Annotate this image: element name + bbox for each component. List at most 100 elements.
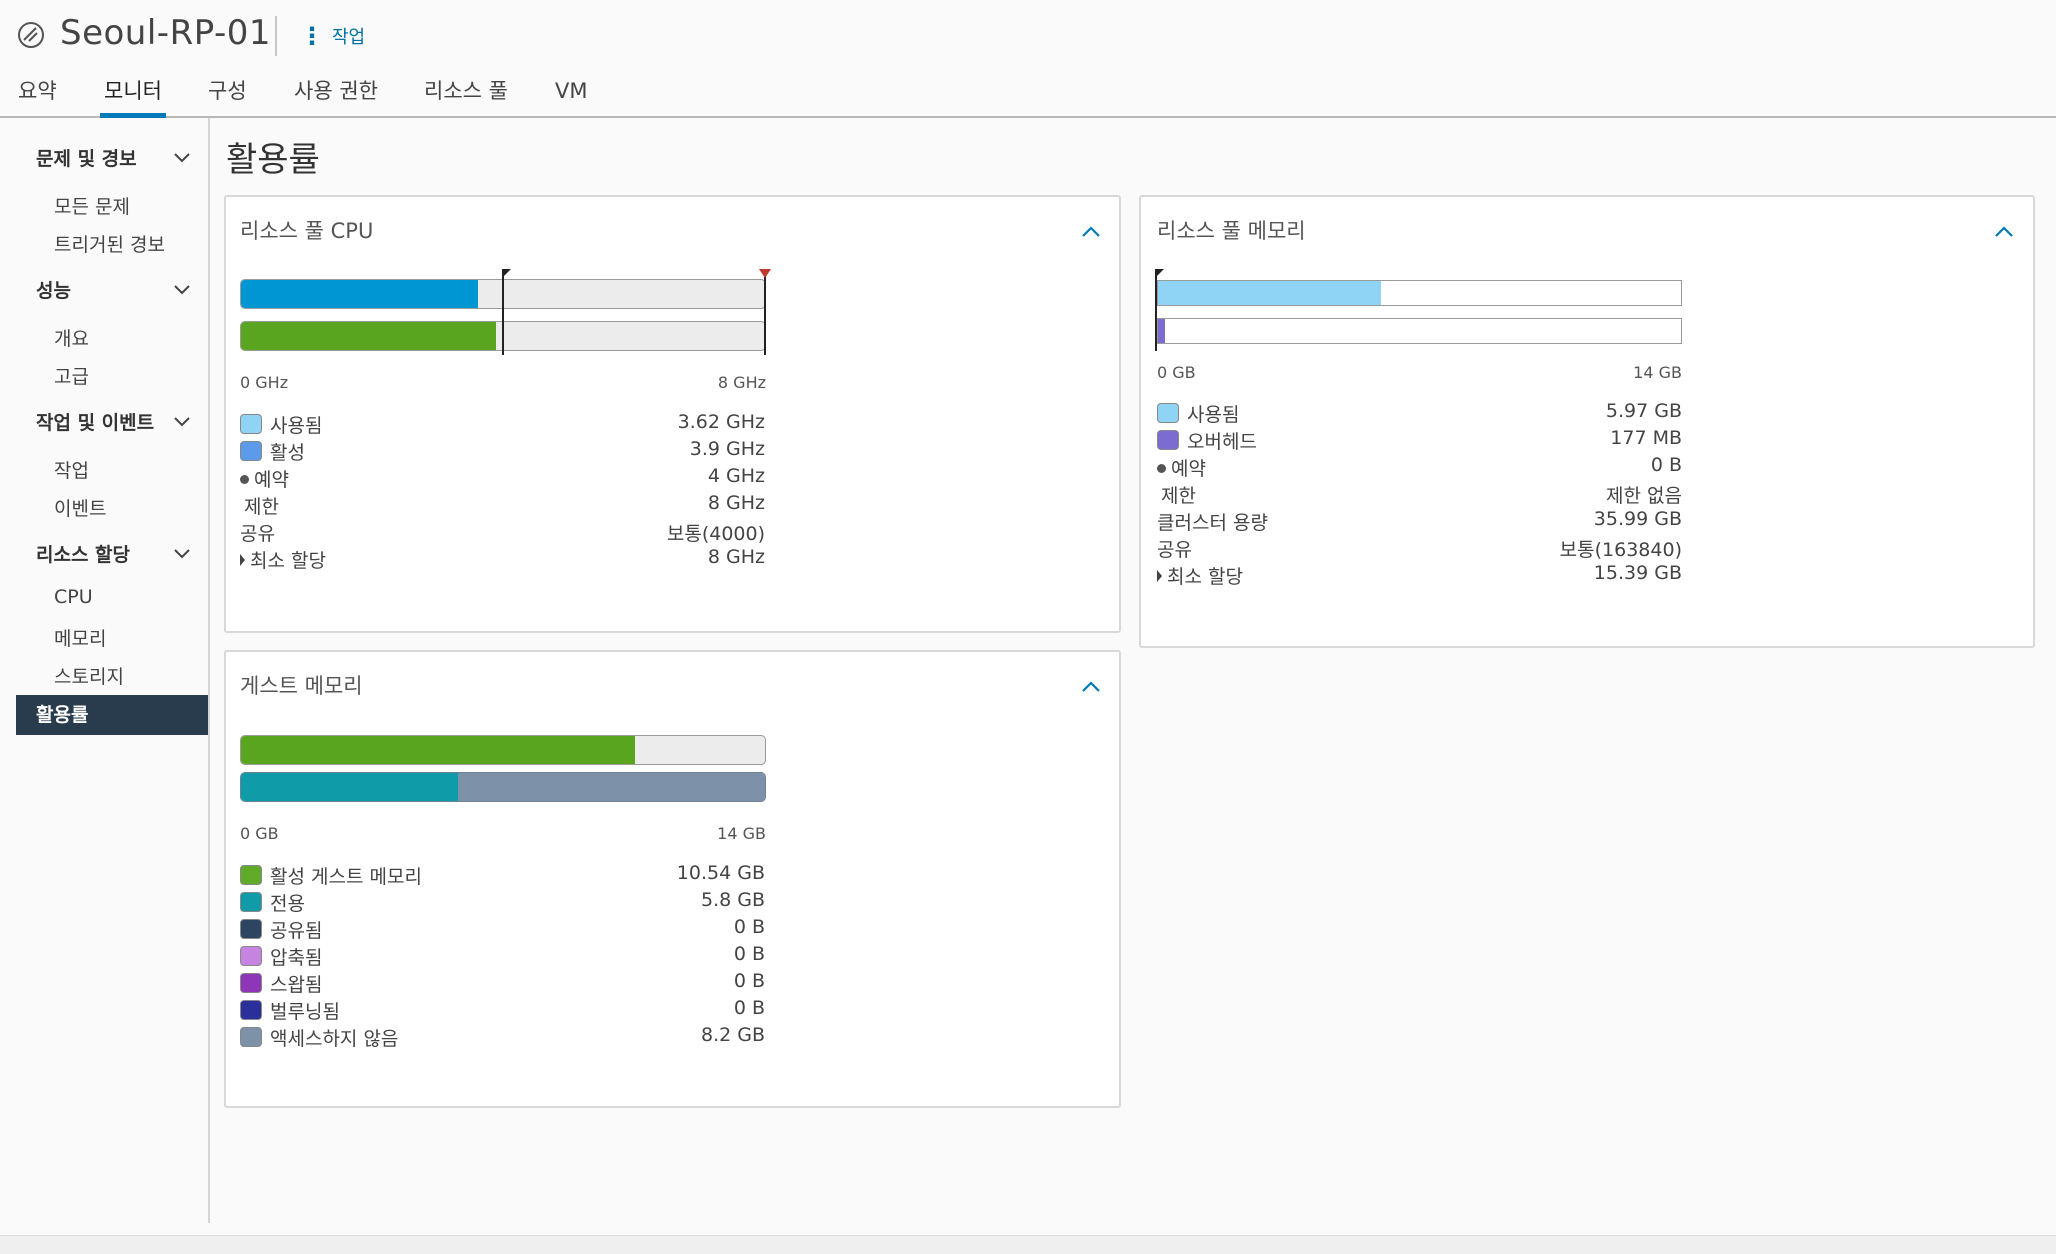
cpu-used-segment [241,280,479,308]
sidebar-item-all-issues[interactable]: 모든 문제 [54,196,130,218]
guest-breakdown-bar [240,772,766,802]
legend-label: 공유 [1157,539,1192,561]
legend-row-active: 활성 3.9 GHz [240,438,765,465]
legend-label: 최소 할당 [250,550,326,572]
legend-label: 예약 [1171,458,1206,480]
legend-swatch [240,1027,262,1047]
page-title: 활용률 [226,140,320,180]
legend-swatch [1157,403,1179,423]
reservation-dot-icon [1157,464,1166,473]
reservation-dot-icon [240,475,249,484]
sidebar-item-overview[interactable]: 개요 [54,328,89,350]
legend-value: 3.9 GHz [689,438,765,460]
legend-row-shares: 공유 보통(4000) [240,519,765,546]
legend-swatch [240,892,262,912]
reservation-flag-icon [503,269,511,277]
legend-row-swapped: 스왑됨 0 B [240,970,765,997]
chevron-up-icon[interactable] [1078,219,1104,245]
scale-min-label: 0 GHz [240,373,289,392]
legend-row-used: 사용됨 5.97 GB [1157,400,1682,427]
sidebar-group-issues-alarms[interactable]: 문제 및 경보 [36,148,137,170]
tab-permissions[interactable]: 사용 권한 [294,79,378,103]
cpu-reservation-marker [502,269,504,355]
cpu-active-segment [241,322,497,350]
legend-swatch [240,865,262,885]
chevron-down-icon[interactable] [172,280,192,300]
sidebar-group-performance[interactable]: 성능 [36,280,71,302]
legend-value: 35.99 GB [1593,508,1682,530]
legend-value: 0 B [733,970,765,992]
legend-row-reservation: 예약 0 B [1157,454,1682,481]
tab-monitor[interactable]: 모니터 [100,72,166,118]
legend-value: 보통(4000) [666,523,765,545]
legend-value: 15.39 GB [1593,562,1682,584]
legend-value: 8.2 GB [700,1024,765,1046]
legend-swatch [240,414,262,434]
sidebar-item-events[interactable]: 이벤트 [54,498,107,520]
resource-pool-icon [18,22,44,48]
legend-row-overhead: 오버헤드 177 MB [1157,427,1682,454]
legend-value: 8 GHz [707,546,765,568]
legend-value: 0 B [733,997,765,1019]
legend-label: 최소 할당 [1167,566,1243,588]
sidebar-item-cpu[interactable]: CPU [54,586,93,608]
more-vertical-icon: ⋮ [300,22,324,50]
legend-value: 0 B [733,916,765,938]
guest-private-segment [241,773,460,801]
sidebar-item-utilization[interactable]: 활용률 [16,695,208,735]
triangle-icon [1157,570,1162,582]
chevron-down-icon[interactable] [172,544,192,564]
sidebar-group-resource-allocation[interactable]: 리소스 할당 [36,544,131,566]
legend-value: 0 B [1650,454,1682,476]
sidebar-item-storage[interactable]: 스토리지 [54,666,124,688]
legend-value: 보통(163840) [1559,539,1682,561]
sidebar-item-advanced[interactable]: 고급 [54,366,89,388]
object-title: Seoul-RP-01 [60,13,271,53]
legend-row-not-accessed: 액세스하지 않음 8.2 GB [240,1024,765,1051]
legend-row-reservation: 예약 4 GHz [240,465,765,492]
sidebar-group-tasks-events[interactable]: 작업 및 이벤트 [36,412,155,434]
legend-label: 예약 [254,469,289,491]
limit-flag-icon [759,269,771,278]
legend-value: 8 GHz [707,492,765,514]
legend-row-worst-case-allocation: 최소 할당 15.39 GB [1157,562,1682,589]
legend-row-shared: 공유됨 0 B [240,916,765,943]
card-title: 게스트 메모리 [240,674,363,698]
legend-row-shares: 공유 보통(163840) [1157,535,1682,562]
tab-summary[interactable]: 요약 [18,79,57,103]
scale-max-label: 14 GB [1633,363,1682,382]
tab-vms[interactable]: VM [555,79,588,103]
legend-swatch [240,441,262,461]
legend-row-limit: 제한 8 GHz [240,492,765,519]
sidebar-item-tasks[interactable]: 작업 [54,460,89,482]
legend-swatch [1157,430,1179,450]
legend-swatch [240,973,262,993]
legend-row-cluster-capacity: 클러스터 용량 35.99 GB [1157,508,1682,535]
card-title: 리소스 풀 CPU [240,219,374,243]
legend-label: 사용됨 [270,415,323,437]
chevron-down-icon[interactable] [172,148,192,168]
legend-label: 스왑됨 [270,974,323,996]
actions-button[interactable]: ⋮ 작업 [300,18,365,54]
tab-resource-pools[interactable]: 리소스 풀 [424,79,508,103]
triangle-icon [240,554,245,566]
sidebar-item-triggered-alarms[interactable]: 트리거된 경보 [54,234,165,256]
tab-configure[interactable]: 구성 [208,79,247,103]
sidebar-item-memory[interactable]: 메모리 [54,628,107,650]
chevron-up-icon[interactable] [1078,674,1104,700]
legend-swatch [240,919,262,939]
legend-value: 3.62 GHz [677,411,765,433]
scale-min-label: 0 GB [1157,363,1196,382]
legend-value: 제한 없음 [1606,485,1682,507]
chevron-down-icon[interactable] [172,412,192,432]
legend-swatch [240,1000,262,1020]
chevron-up-icon[interactable] [1991,219,2017,245]
legend-row-limit: 제한 제한 없음 [1157,481,1682,508]
legend-label: 압축됨 [270,947,323,969]
legend-label: 제한 [244,496,279,518]
legend-row-used: 사용됨 3.62 GHz [240,411,765,438]
guest-active-segment [241,736,636,764]
resource-pool-cpu-card: 리소스 풀 CPU 0 GHz 8 GHz 사용됨 3.62 GHz 활성 3.… [224,195,1121,633]
legend-value: 177 MB [1610,427,1682,449]
legend-label: 액세스하지 않음 [270,1028,399,1050]
